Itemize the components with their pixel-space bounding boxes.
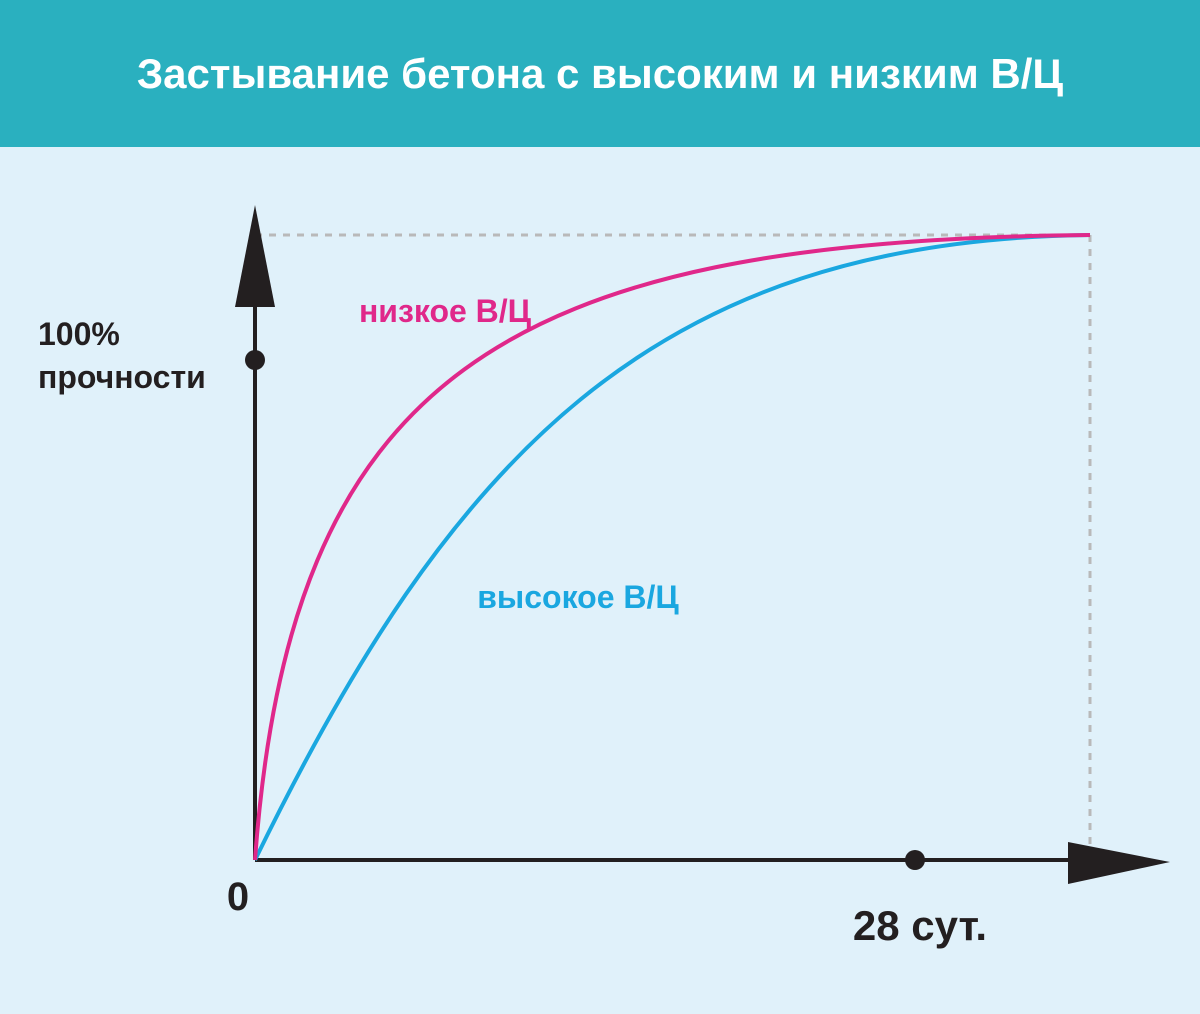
low-wc-curve — [253, 233, 1091, 861]
y-axis-label: 100% — [38, 316, 120, 352]
curve-label: низкое В/Ц — [359, 293, 532, 329]
header-band — [0, 0, 1200, 147]
y-axis-arrow — [235, 205, 275, 307]
axis-dot — [245, 350, 265, 370]
x-axis-arrow — [1068, 842, 1170, 884]
curve-label: высокое В/Ц — [477, 579, 679, 615]
axis-dot — [905, 850, 925, 870]
title: Застывание бетона с высоким и низким В/Ц — [137, 50, 1064, 97]
origin-label: 0 — [227, 875, 249, 919]
y-axis-label: прочности — [38, 359, 206, 395]
x-axis-label: 28 сут. — [853, 902, 987, 949]
high-wc-curve — [253, 233, 1091, 861]
